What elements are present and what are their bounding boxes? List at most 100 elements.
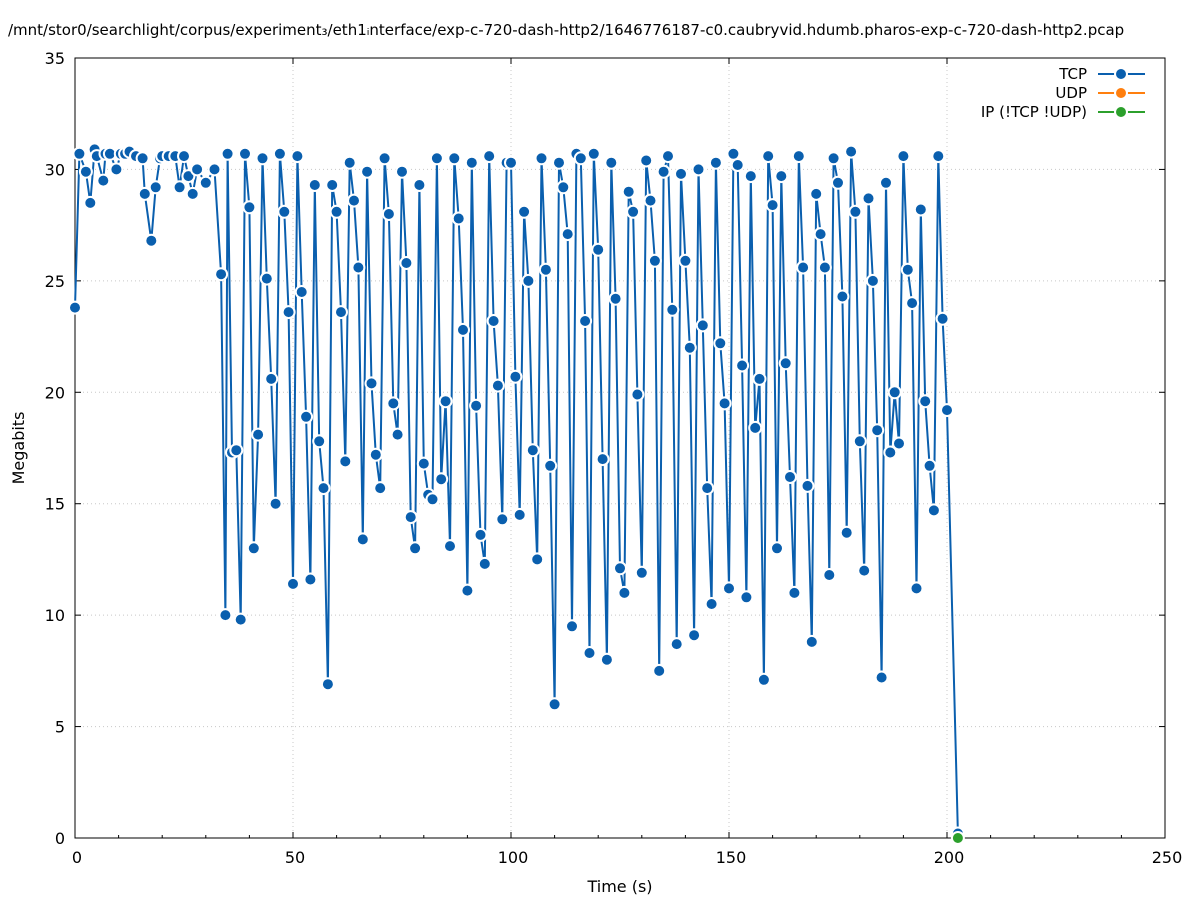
data-point [726,146,741,161]
data-point [848,204,863,219]
legend-marker [1114,105,1128,119]
data-point [373,481,388,496]
data-point [403,510,418,525]
data-point [926,503,941,518]
data-point [770,541,784,556]
data-point [560,227,575,242]
y-axis: 0 5 10 15 20 25 30 35 [45,49,1165,848]
data-point [429,151,444,166]
y-tick-label: 10 [45,606,65,625]
data-point [312,434,327,449]
data-point [883,445,898,460]
data-point [238,146,252,161]
data-point [456,322,470,337]
series-2 [950,831,965,845]
data-point [190,162,205,177]
data-point [408,541,423,556]
data-point [96,173,111,188]
data-point [700,481,715,496]
data-point [608,291,623,306]
data-point [800,478,815,493]
y-tick-label: 20 [45,383,65,402]
x-tick-label: 200 [934,848,965,867]
data-point [940,403,954,418]
data-point [207,162,222,177]
data-point [739,590,754,605]
data-point [639,153,654,168]
series-0 [68,142,965,841]
data-point [543,458,558,473]
data-point [730,158,745,172]
data-point [451,211,466,226]
data-point [556,180,571,195]
data-point [573,151,588,166]
data-point [525,443,540,458]
y-tick-label: 15 [45,495,65,514]
data-point [172,180,187,195]
data-point [565,619,579,634]
x-tick-label: 0 [72,848,82,867]
data-point [72,146,87,161]
data-point [512,507,527,522]
data-point [809,186,824,201]
data-point [617,585,632,600]
data-point [144,233,159,248]
data-point [626,204,641,219]
data-point [521,273,536,288]
data-point [255,151,270,166]
data-point [752,371,767,386]
data-point [264,371,279,386]
data-point [918,394,933,409]
data-point [477,556,492,571]
data-point [303,572,318,587]
plot-frame [74,57,1166,839]
data-point [214,267,229,282]
data-point [852,434,867,449]
data-point [586,146,601,161]
data-point [682,340,697,355]
data-point [399,256,414,270]
data-point [909,581,924,596]
data-point [661,149,675,164]
data-point [329,204,344,219]
data-point [218,608,233,623]
data-point [268,496,283,511]
data-point [334,305,348,320]
data-point [185,186,200,201]
x-tick-label: 50 [285,848,305,867]
data-point [665,302,680,317]
data-point [246,541,261,556]
data-point [595,452,610,467]
data-point [395,164,409,179]
data-point [695,318,710,333]
data-point [486,314,501,328]
data-point [490,378,505,393]
data-point [774,169,789,184]
data-point [787,585,802,600]
data-point [717,396,732,411]
data-point [137,186,152,201]
data-point [844,144,859,159]
data-point [68,300,82,315]
data-point [674,166,688,181]
data-point [460,583,475,598]
data-point [905,296,920,311]
data-point [874,670,889,685]
chart-title: /mnt/stor0/searchlight/corpus/experiment… [8,21,1124,39]
data-point [242,200,257,215]
data-point [791,149,806,164]
legend-entry: TCP [1058,65,1145,83]
data-point [783,470,797,484]
x-tick-label: 100 [498,848,529,867]
data-point [434,472,449,487]
data-point [447,151,462,166]
data-point [109,162,124,177]
data-point [530,552,545,567]
data-point [687,628,702,643]
data-point [259,271,274,286]
data-point [630,387,645,402]
data-point [804,634,819,649]
data-point [416,456,431,471]
data-point [386,396,401,411]
data-point [743,169,758,184]
